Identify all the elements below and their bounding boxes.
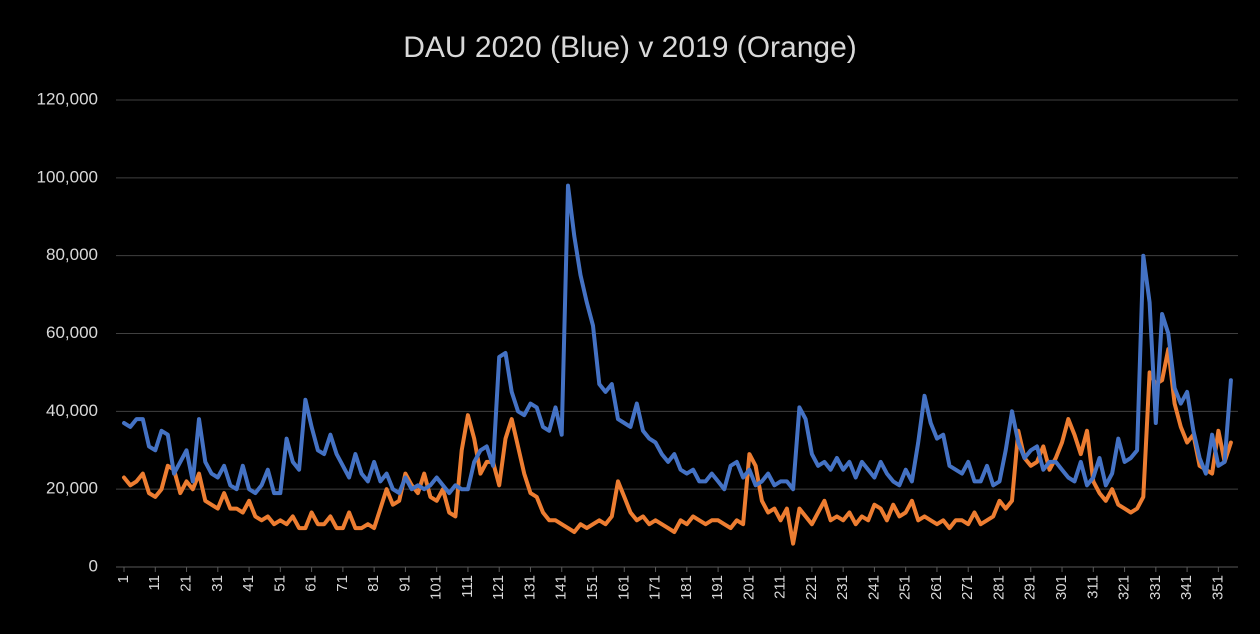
x-tick-label: 61: [303, 575, 320, 592]
x-tick-label: 311: [1084, 575, 1101, 599]
x-tick-label: 171: [647, 575, 664, 600]
x-tick-label: 231: [834, 575, 851, 600]
x-tick-label: 331: [1147, 575, 1164, 600]
chart-title: DAU 2020 (Blue) v 2019 (Orange): [403, 31, 857, 64]
x-tick-label: 261: [928, 575, 945, 600]
x-tick-label: 291: [1022, 575, 1039, 600]
y-tick-label: 60,000: [46, 323, 98, 342]
x-tick-label: 21: [178, 575, 195, 592]
x-tick-label: 121: [490, 575, 507, 600]
y-tick-label: 80,000: [46, 245, 98, 264]
x-tick-label: 241: [865, 575, 882, 600]
x-tick-label: 251: [897, 575, 914, 600]
x-tick-label: 31: [209, 575, 226, 592]
x-tick-label: 351: [1209, 575, 1226, 600]
x-tick-label: 301: [1053, 575, 1070, 600]
x-tick-label: 111: [459, 575, 476, 598]
data-line: [122, 347, 1233, 546]
y-tick-label: 120,000: [37, 89, 98, 108]
x-tick-label: 1: [115, 575, 132, 583]
x-tick-label: 151: [584, 575, 601, 600]
x-tick-label: 71: [334, 575, 351, 592]
x-tick-label: 221: [803, 575, 820, 600]
x-tick-label: 91: [396, 575, 413, 592]
x-tick-label: 201: [740, 575, 757, 600]
y-tick-label: 40,000: [46, 401, 98, 420]
x-tick-label: 341: [1178, 575, 1195, 600]
x-tick-label: 271: [959, 575, 976, 600]
x-tick-label: 11: [146, 575, 163, 591]
x-tick-label: 211: [772, 575, 789, 599]
y-tick-label: 20,000: [46, 479, 98, 498]
x-tick-label: 51: [271, 575, 288, 592]
y-tick-label: 100,000: [37, 167, 98, 186]
x-tick-label: 41: [240, 575, 257, 592]
x-tick-label: 101: [428, 575, 445, 600]
x-tick-label: 181: [678, 575, 695, 600]
data-line: [122, 183, 1233, 496]
x-tick-label: 191: [709, 575, 726, 600]
x-tick-label: 281: [990, 575, 1007, 600]
x-tick-label: 321: [1116, 575, 1133, 600]
x-tick-label: 81: [365, 575, 382, 592]
y-tick-label: 0: [89, 556, 98, 575]
x-tick-label: 131: [521, 575, 538, 600]
x-tick-label: 161: [615, 575, 632, 600]
x-tick-label: 141: [553, 575, 570, 600]
